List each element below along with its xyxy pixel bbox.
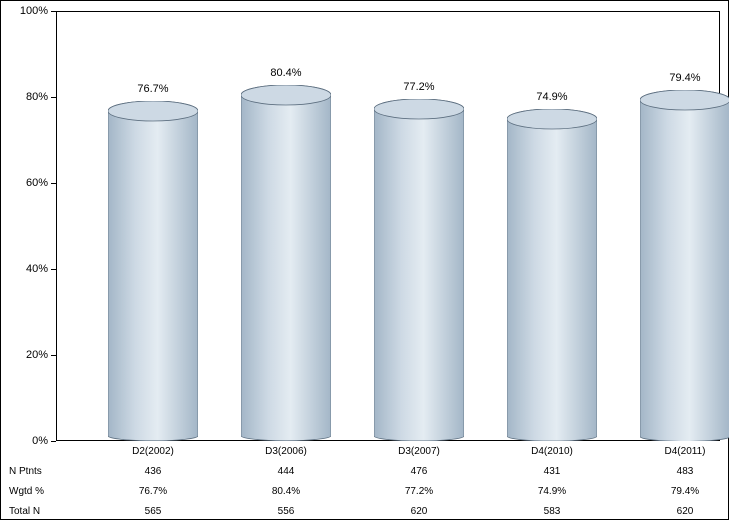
y-tick-label: 60% xyxy=(26,177,48,189)
bar-cylinder xyxy=(374,99,464,441)
table-row: Total N 565 556 620 583 620 xyxy=(1,506,729,526)
table-row: Wgtd % 76.7% 80.4% 77.2% 74.9% 79.4% xyxy=(1,486,729,506)
table-cell: 77.2% xyxy=(374,486,464,497)
table-cell: 620 xyxy=(374,506,464,517)
bar: 77.2% xyxy=(374,109,464,441)
bars-area: 76.7%80.4%77.2%74.9%79.4% xyxy=(56,11,720,441)
table-cell: 476 xyxy=(374,466,464,477)
table-cell: 556 xyxy=(241,506,331,517)
y-tick-label: 40% xyxy=(26,263,48,275)
y-tick-mark xyxy=(51,97,56,98)
table-cell: 79.4% xyxy=(640,486,729,497)
bar-value-label: 74.9% xyxy=(507,91,597,103)
table-row-header: Total N xyxy=(9,506,56,517)
table-cell: 620 xyxy=(640,506,729,517)
table-cell: D4(2010) xyxy=(507,446,597,457)
bar: 76.7% xyxy=(108,111,198,441)
y-tick-label: 100% xyxy=(20,5,48,17)
bar-cylinder xyxy=(108,101,198,441)
y-axis: 0%20%40%60%80%100% xyxy=(1,11,56,441)
bar-value-label: 76.7% xyxy=(108,83,198,95)
data-table: D2(2002) D3(2006) D3(2007) D4(2010) D4(2011)… xyxy=(1,441,729,521)
y-tick-label: 20% xyxy=(26,349,48,361)
bar-cylinder xyxy=(241,85,331,441)
y-tick-mark xyxy=(51,441,56,442)
table-cell: 444 xyxy=(241,466,331,477)
table-cell: D3(2007) xyxy=(374,446,464,457)
table-cell: 76.7% xyxy=(108,486,198,497)
table-cell: 74.9% xyxy=(507,486,597,497)
table-row: N Ptnts 436 444 476 431 483 xyxy=(1,466,729,486)
table-cell: 431 xyxy=(507,466,597,477)
bar: 80.4% xyxy=(241,95,331,441)
table-cell: 583 xyxy=(507,506,597,517)
table-cell: 80.4% xyxy=(241,486,331,497)
table-row-header: Wgtd % xyxy=(9,486,56,497)
table-row: D2(2002) D3(2006) D3(2007) D4(2010) D4(2011) xyxy=(1,446,729,466)
y-tick-mark xyxy=(51,183,56,184)
bar-cylinder xyxy=(640,90,729,441)
table-cell: 483 xyxy=(640,466,729,477)
table-cell: D3(2006) xyxy=(241,446,331,457)
bar-value-label: 77.2% xyxy=(374,81,464,93)
table-cell: 565 xyxy=(108,506,198,517)
y-tick-mark xyxy=(51,11,56,12)
table-cell: 436 xyxy=(108,466,198,477)
y-tick-label: 80% xyxy=(26,91,48,103)
bar-value-label: 79.4% xyxy=(640,72,729,84)
bar-cylinder xyxy=(507,109,597,441)
table-row-header: N Ptnts xyxy=(9,466,56,477)
table-cell: D4(2011) xyxy=(640,446,729,457)
table-cell: D2(2002) xyxy=(108,446,198,457)
y-tick-mark xyxy=(51,355,56,356)
bar: 74.9% xyxy=(507,119,597,441)
chart-container: 0%20%40%60%80%100% 76.7%80.4%77.2%74.9%7… xyxy=(0,0,729,520)
bar-value-label: 80.4% xyxy=(241,67,331,79)
bar: 79.4% xyxy=(640,100,729,441)
y-tick-mark xyxy=(51,269,56,270)
